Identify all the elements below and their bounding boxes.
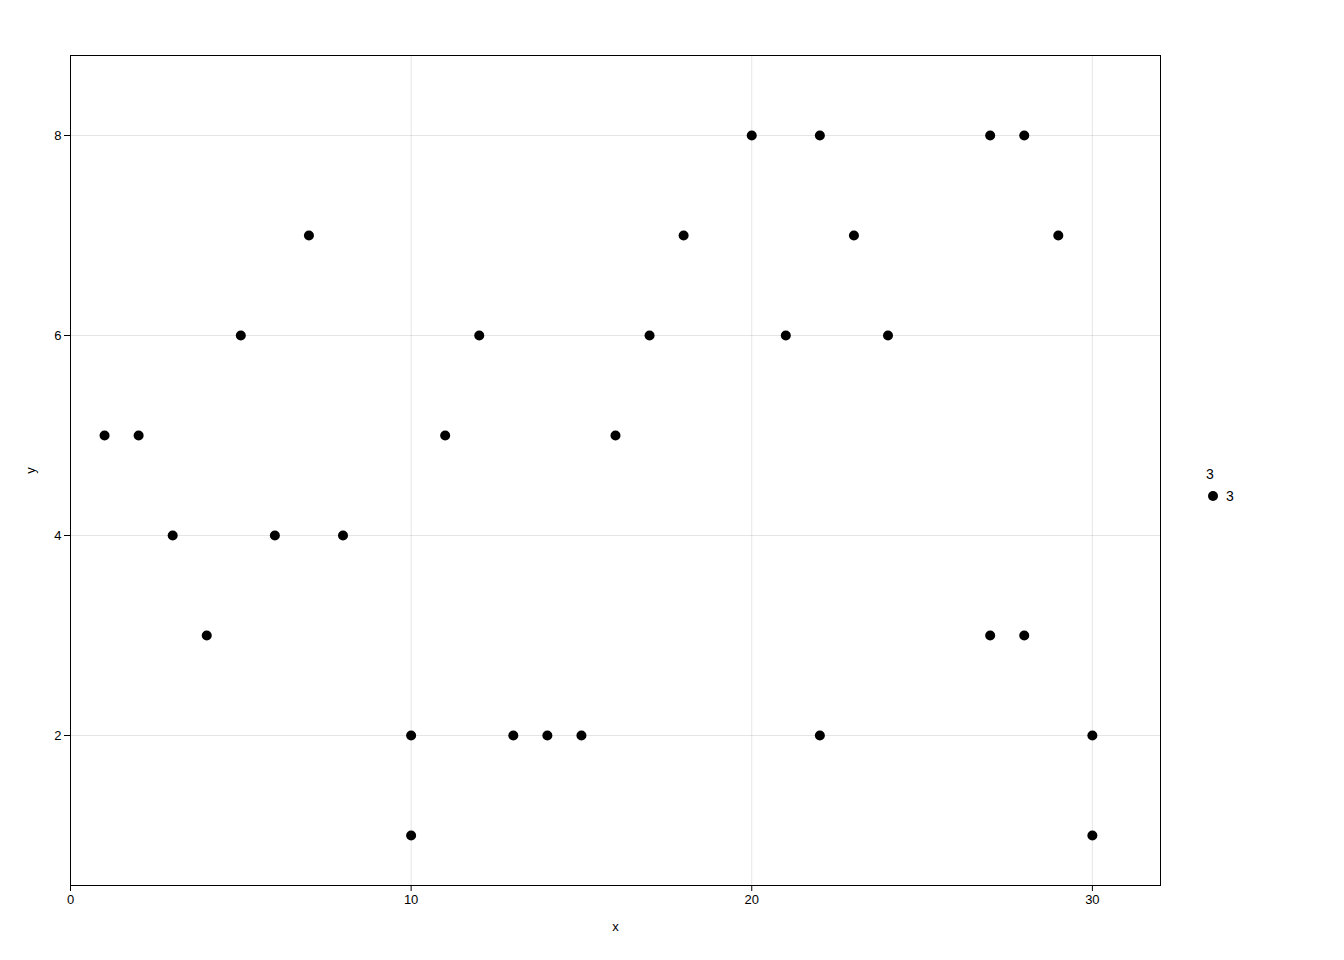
svg-text:4: 4 [54, 528, 61, 543]
svg-text:10: 10 [404, 892, 418, 907]
svg-text:0: 0 [67, 892, 74, 907]
svg-text:8: 8 [54, 128, 61, 143]
svg-text:6: 6 [54, 328, 61, 343]
svg-text:x: x [612, 919, 619, 934]
html-text:3: 3 [1206, 466, 1214, 482]
svg-text:2: 2 [54, 728, 61, 743]
svg-text:20: 20 [745, 892, 759, 907]
svg-text:y: y [23, 467, 38, 474]
html-text:3: 3 [1226, 488, 1234, 504]
svg-text:30: 30 [1085, 892, 1099, 907]
